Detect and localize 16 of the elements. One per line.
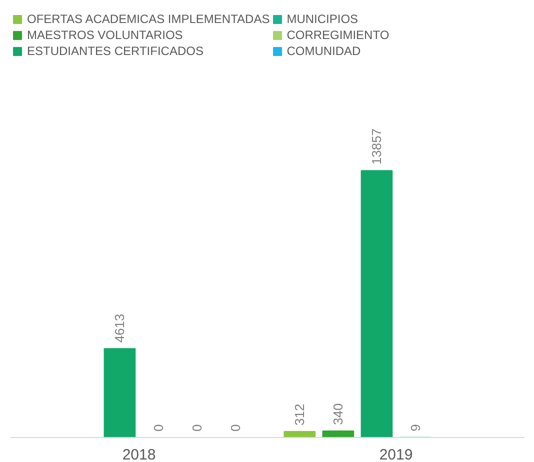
data-label: 312 <box>292 404 308 426</box>
data-label: 9 <box>408 424 423 432</box>
x-tick-label: 2019 <box>379 446 413 462</box>
data-label: 0 <box>150 424 166 432</box>
legend-label: MUNICIPIOS <box>286 12 358 26</box>
data-label: 0 <box>228 424 243 432</box>
legend-label: MAESTROS VOLUNTARIOS <box>27 28 183 42</box>
data-label: 13857 <box>369 128 384 165</box>
data-label: 340 <box>330 403 346 425</box>
x-tick-label: 2018 <box>122 446 156 462</box>
legend-label: OFERTAS ACADEMICAS IMPLEMENTADAS <box>27 12 270 26</box>
legend-label: ESTUDIANTES CERTIFICADOS <box>27 44 204 58</box>
data-label: 0 <box>189 424 204 432</box>
legend-label: COMUNIDAD <box>286 44 361 58</box>
legend-label: CORREGIMIENTO <box>286 28 390 42</box>
data-label: 4613 <box>112 314 128 343</box>
